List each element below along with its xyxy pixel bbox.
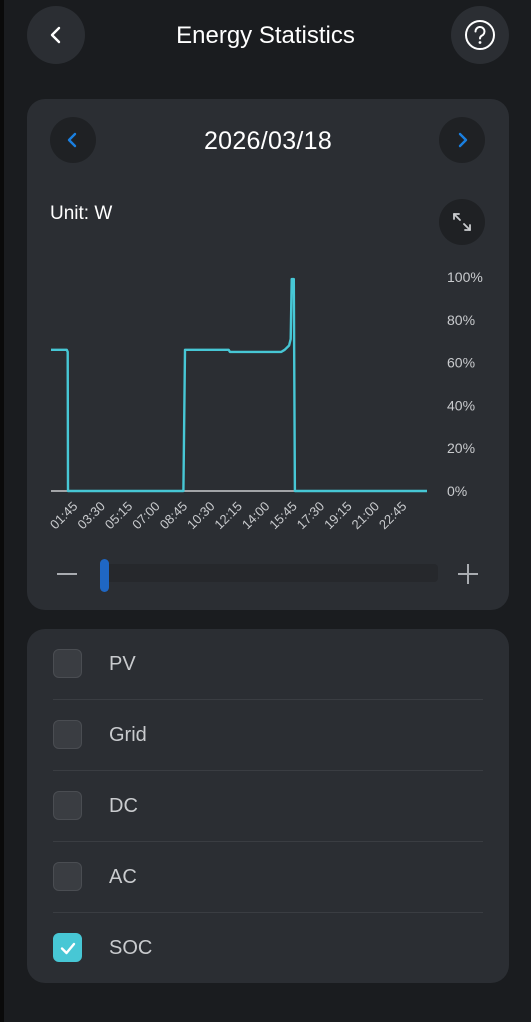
- chart-card: 2026/03/18 Unit: W 100% 80% 60% 40% 20% 0% 01…: [27, 99, 509, 610]
- question-circle-icon: [465, 20, 495, 50]
- series-option-label: PV: [109, 653, 136, 675]
- next-date-button[interactable]: [439, 117, 485, 163]
- x-tick-label: 19:15: [321, 499, 355, 533]
- x-tick-label: 10:30: [184, 499, 218, 533]
- zoom-slider-handle[interactable]: [100, 559, 109, 592]
- zoom-out-button[interactable]: [57, 573, 77, 575]
- row-divider: [53, 699, 483, 700]
- x-tick-label: 07:00: [129, 499, 163, 533]
- x-tick-label: 12:15: [211, 499, 245, 533]
- chevron-left-icon: [67, 132, 77, 148]
- x-tick-label: 03:30: [74, 499, 108, 533]
- x-tick-label: 05:15: [102, 499, 136, 533]
- x-tick-label: 21:00: [349, 499, 383, 533]
- series-option-label: Grid: [109, 724, 147, 746]
- series-option-ac[interactable]: AC: [27, 842, 509, 913]
- y-tick-label: 80%: [447, 312, 475, 328]
- back-button[interactable]: [27, 6, 85, 64]
- soc-series-line: [51, 277, 427, 493]
- series-options-card: PV Grid DC AC SOC: [27, 629, 509, 983]
- row-divider: [53, 841, 483, 842]
- chevron-right-icon: [458, 132, 468, 148]
- zoom-slider-track[interactable]: [100, 564, 438, 582]
- series-option-dc[interactable]: DC: [27, 771, 509, 842]
- y-tick-label: 20%: [447, 440, 475, 456]
- zoom-in-button-vertical[interactable]: [467, 564, 469, 584]
- grid-checkbox[interactable]: [53, 720, 82, 749]
- dc-checkbox[interactable]: [53, 791, 82, 820]
- pv-checkbox[interactable]: [53, 649, 82, 678]
- fullscreen-button[interactable]: [439, 199, 485, 245]
- soc-checkbox[interactable]: [53, 933, 82, 962]
- screen-edge: [0, 0, 4, 1022]
- x-tick-label: 14:00: [239, 499, 273, 533]
- x-tick-label: 22:45: [376, 499, 410, 533]
- selected-date: 2026/03/18: [203, 127, 333, 155]
- series-option-label: SOC: [109, 937, 153, 959]
- page-title: Energy Statistics: [176, 22, 355, 49]
- series-option-pv[interactable]: PV: [27, 629, 509, 700]
- x-tick-label: 01:45: [47, 499, 81, 533]
- row-divider: [53, 770, 483, 771]
- soc-line-chart[interactable]: 100% 80% 60% 40% 20% 0% 01:4503:3005:1507:000…: [27, 249, 509, 609]
- y-tick-label: 0%: [447, 483, 467, 499]
- y-tick-label: 100%: [447, 269, 483, 285]
- y-tick-label: 60%: [447, 355, 475, 371]
- expand-arrows-icon: [453, 213, 471, 231]
- series-option-label: AC: [109, 866, 137, 888]
- chevron-left-icon: [50, 26, 61, 44]
- help-button[interactable]: [451, 6, 509, 64]
- series-option-soc[interactable]: SOC: [27, 913, 509, 984]
- prev-date-button[interactable]: [50, 117, 96, 163]
- series-option-label: DC: [109, 795, 138, 817]
- ac-checkbox[interactable]: [53, 862, 82, 891]
- checkmark-icon: [60, 942, 75, 954]
- unit-label: Unit: W: [50, 203, 113, 224]
- x-tick-label: 08:45: [157, 499, 191, 533]
- y-tick-label: 40%: [447, 397, 475, 413]
- series-option-grid[interactable]: Grid: [27, 700, 509, 771]
- x-tick-label: 15:45: [266, 499, 300, 533]
- row-divider: [53, 912, 483, 913]
- x-tick-label: 17:30: [294, 499, 328, 533]
